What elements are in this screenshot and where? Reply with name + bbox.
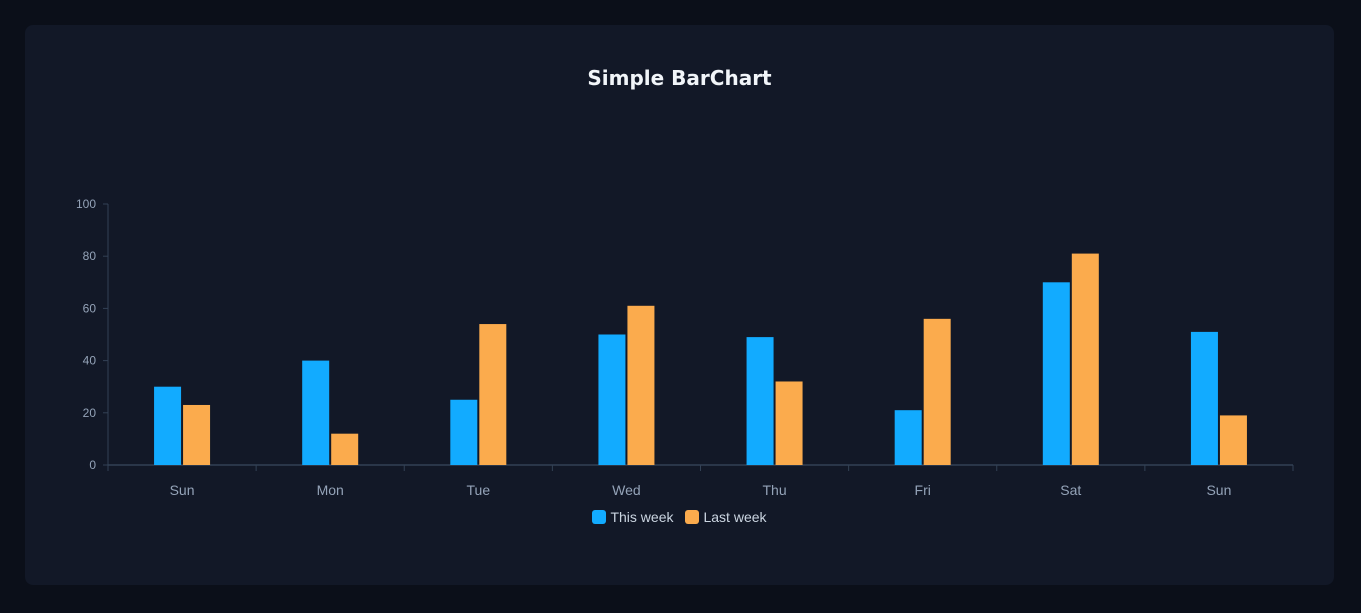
x-tick-label: Tue (467, 482, 491, 498)
bar-this-week (154, 386, 182, 465)
bar-last-week (183, 404, 211, 465)
bar-last-week (923, 318, 951, 465)
y-tick-label: 20 (83, 406, 97, 420)
bar-last-week (1219, 415, 1247, 465)
chart-card: Simple BarChart 0 20 40 60 80 100 Sun Mon Tue Wed… (25, 25, 1334, 585)
legend-swatch-last-week (685, 510, 700, 524)
y-tick-label: 60 (83, 301, 97, 315)
bar-this-week (746, 337, 774, 465)
x-tick-label: Fri (915, 482, 931, 498)
bar-this-week (598, 334, 626, 465)
legend-item-this-week[interactable]: This week (592, 509, 673, 525)
chart-legend: This week Last week (25, 509, 1334, 525)
bar-this-week (1190, 331, 1218, 465)
bar-last-week (479, 324, 507, 465)
y-tick-label: 80 (83, 249, 97, 263)
bar-this-week (1042, 282, 1070, 465)
chart-title: Simple BarChart (587, 66, 772, 90)
legend-swatch-this-week (592, 510, 607, 524)
y-tick-label: 100 (76, 197, 96, 211)
bar-this-week (894, 410, 922, 465)
legend-item-last-week[interactable]: Last week (685, 509, 767, 525)
bar-chart: 0 20 40 60 80 100 Sun Mon Tue Wed Thu Fri Sat Sun (76, 197, 1294, 498)
legend-label-last-week: Last week (703, 509, 767, 525)
bar-last-week (775, 381, 803, 465)
x-tick-label: Wed (612, 482, 641, 498)
bar-this-week (450, 399, 478, 465)
bar-last-week (1071, 253, 1099, 465)
bar-this-week (302, 360, 330, 465)
bar-last-week (627, 305, 655, 465)
bar-last-week (331, 433, 359, 465)
x-tick-label: Sat (1060, 482, 1081, 498)
x-tick-label: Sun (1206, 482, 1231, 498)
x-tick-label: Sun (170, 482, 195, 498)
x-tick-label: Mon (317, 482, 344, 498)
x-tick-label: Thu (763, 482, 787, 498)
legend-label-this-week: This week (610, 509, 674, 525)
y-tick-label: 0 (89, 458, 96, 472)
y-tick-label: 40 (83, 354, 97, 368)
